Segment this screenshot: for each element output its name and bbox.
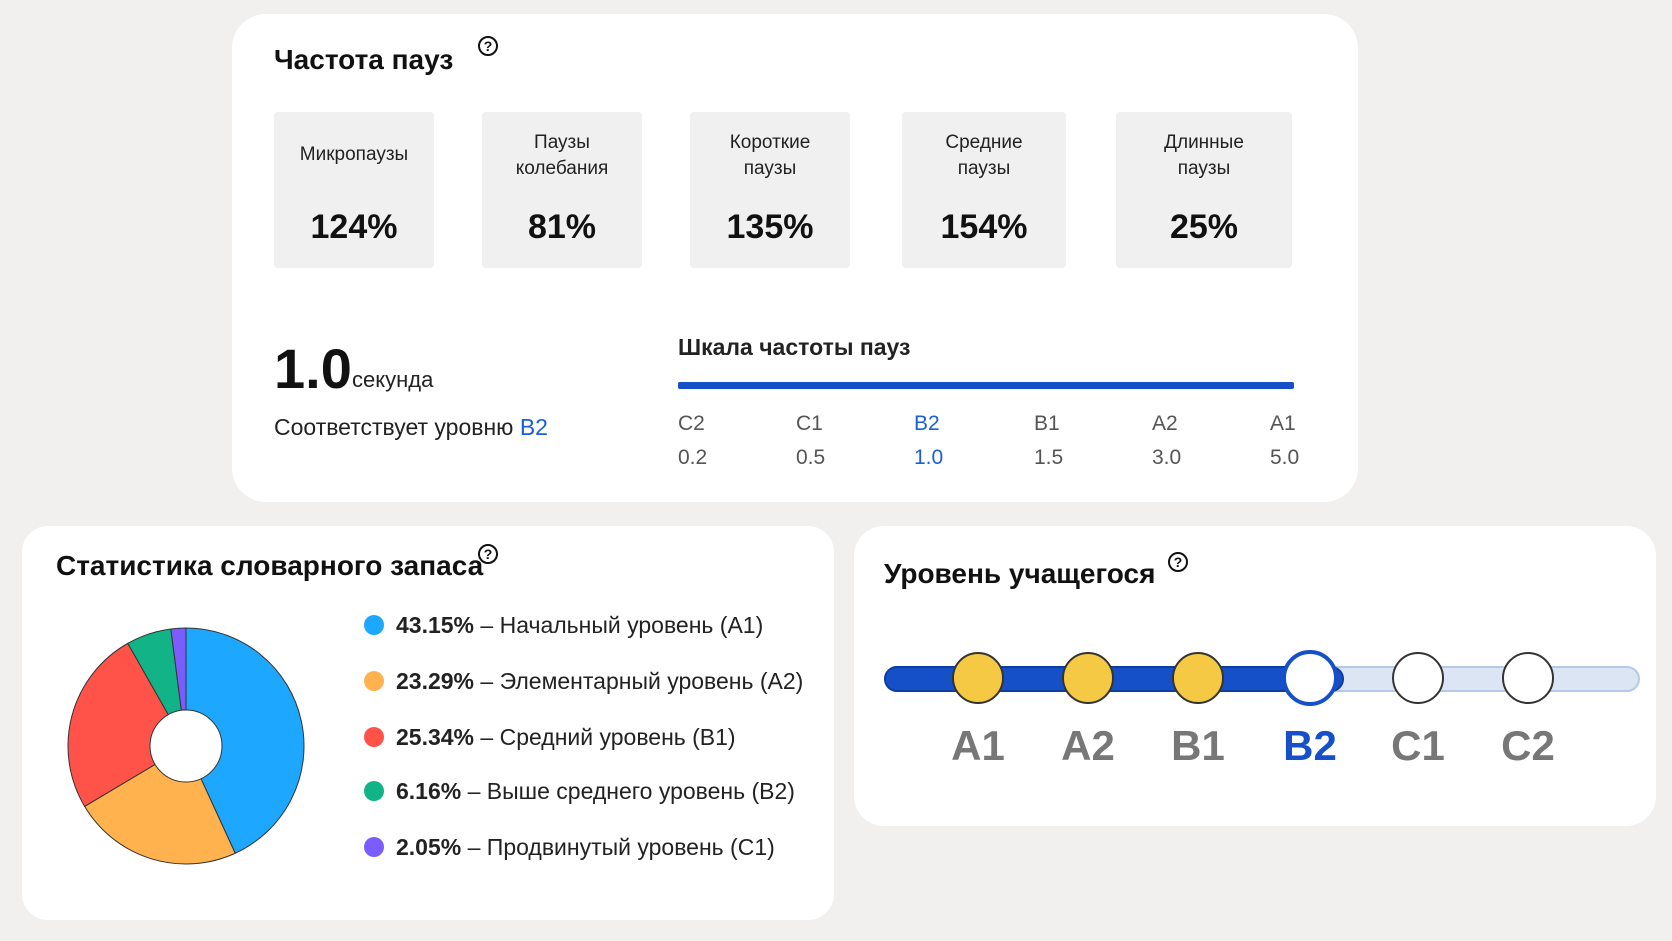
legend-sep: – [480,668,494,694]
level-label: B1 [1171,722,1225,769]
help-icon[interactable]: ? [478,544,498,564]
legend-item-a2: 23.29% – Элементарный уровень (A2) [364,668,803,698]
pie-slice[interactable] [185,627,305,854]
scale-level-label: B1 [1034,412,1060,435]
legend-dot [364,837,384,857]
level-node-a1[interactable] [952,652,1004,704]
level-label: A1 [951,722,1005,769]
level-node-b2[interactable] [1282,650,1338,706]
legend-item-b1: 25.34% – Средний уровень (B1) [364,724,736,754]
tile-hesitation-pauses: Паузы колебания 81% [482,112,642,268]
tile-value: 154% [940,208,1028,246]
level-node-c1[interactable] [1392,652,1444,704]
matched-level-text: Соответствует уровню B2 [274,414,548,441]
tile-label: Длинные паузы [1164,132,1244,179]
learner-level-title: Уровень учащегося [884,558,1156,589]
scale-value-label: 3.0 [1152,446,1182,469]
legend-pct: 43.15% [396,612,475,638]
legend-dot [364,615,384,635]
level-label: B2 [1283,722,1337,769]
tile-label: Короткие паузы [729,132,811,179]
matched-level-label: Соответствует уровню [274,414,514,440]
legend-pct: 25.34% [396,724,475,750]
pause-scale-title: Шкала частоты пауз [678,334,911,360]
tile-value: 81% [527,208,597,246]
legend-sep: – [467,778,481,804]
scale-level-label: C1 [796,412,823,435]
vocabulary-donut-chart [67,627,305,865]
donut-hole [149,709,223,783]
legend-dot [364,671,384,691]
tile-micro-pauses: Микропаузы 124% [274,112,434,268]
legend-label: Начальный уровень (A1) [499,612,764,638]
vocabulary-stats-card: Статистика словарного запаса ? 43.15% – … [22,526,834,920]
legend-dot [364,727,384,747]
legend-label: Средний уровень (B1) [499,724,736,750]
legend-label: Элементарный уровень (A2) [499,668,804,694]
legend-pct: 23.29% [396,668,475,694]
tile-long-pauses: Длинные паузы 25% [1116,112,1292,268]
legend-item-c1: 2.05% – Продвинутый уровень (C1) [364,834,775,864]
level-node-a2[interactable] [1062,652,1114,704]
legend-item-b2: 6.16% – Выше среднего уровень (B2) [364,778,795,808]
tile-label: Паузы колебания [515,132,609,179]
scale-level-label: C2 [678,412,705,435]
pause-frequency-title: Частота пауз [274,44,454,75]
legend-pct: 6.16% [396,778,462,804]
tile-medium-pauses: Средние паузы 154% [902,112,1066,268]
pie-slice[interactable] [67,642,187,808]
legend-sep: – [467,834,481,860]
help-icon[interactable]: ? [1168,552,1188,572]
legend-item-a1: 43.15% – Начальный уровень (A1) [364,612,763,642]
scale-value-label: 0.2 [678,446,708,469]
pause-duration-value: 1.0 [274,337,352,400]
legend-label: Выше среднего уровень (B2) [486,778,795,804]
pause-frequency-card: Частота пауз ? Микропаузы 124% Паузы кол… [232,14,1358,502]
tile-short-pauses: Короткие паузы 135% [690,112,850,268]
level-node-b1[interactable] [1172,652,1224,704]
scale-level-label: A2 [1152,412,1178,435]
help-icon[interactable]: ? [478,36,498,56]
tile-value: 135% [726,208,814,246]
pause-duration-unit: секунда [352,367,434,392]
legend-sep: – [480,612,494,638]
legend-sep: – [480,724,494,750]
vocabulary-stats-title: Статистика словарного запаса [56,550,484,581]
learner-level-card: Уровень учащегося ? A1 A2 B1 B2 C1 C2 [854,526,1656,826]
tile-label: Средние паузы [945,132,1023,179]
legend-dot [364,781,384,801]
scale-level-label: B2 [914,412,940,435]
tile-label: Микропаузы [299,144,409,165]
scale-value-label: 0.5 [796,446,826,469]
level-label: C2 [1501,722,1555,769]
tile-value: 124% [310,208,398,246]
scale-value-label: 5.0 [1270,446,1300,469]
pause-scale-bar [678,382,1294,389]
matched-level-value: B2 [519,414,548,440]
scale-value-label: 1.5 [1034,446,1064,469]
level-label: C1 [1391,722,1445,769]
tile-value: 25% [1169,208,1239,246]
legend-label: Продвинутый уровень (C1) [486,834,775,860]
level-node-c2[interactable] [1502,652,1554,704]
scale-level-label: A1 [1270,412,1296,435]
legend-pct: 2.05% [396,834,462,860]
level-label: A2 [1061,722,1115,769]
scale-value-label: 1.0 [914,446,944,469]
